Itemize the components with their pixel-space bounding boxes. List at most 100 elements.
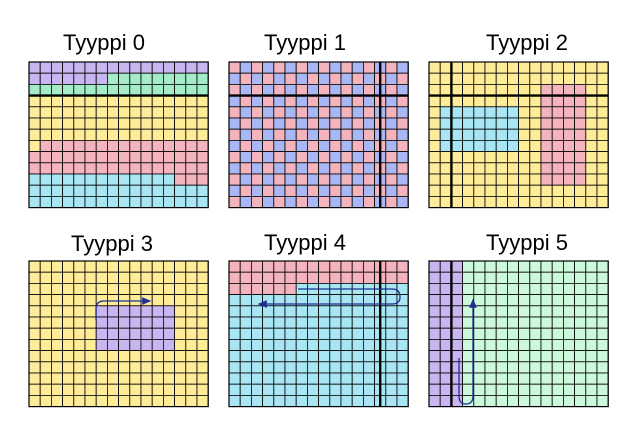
grid-cell [295,338,308,351]
grid-cell [596,383,609,396]
grid-cell [284,184,297,197]
grid-cell [39,84,52,97]
grid-cell [506,72,519,85]
grid-cell [273,173,286,186]
grid-cell [140,361,153,374]
grid-cell [95,173,108,186]
grid-cell [239,394,252,407]
grid-cell [462,282,475,295]
grid-cell [596,173,609,186]
grid-cell [351,128,364,141]
grid-cell [596,151,609,164]
grid-cell [295,151,308,164]
scan-arrow [458,298,477,405]
grid-cell [129,151,142,164]
grid-cell [262,162,275,175]
grid-cell [396,260,409,273]
grid-cell [540,128,553,141]
grid-cell [362,327,375,340]
grid-cell [450,271,463,284]
grid-cell [239,383,252,396]
grid-cell [318,117,331,130]
grid-cell [318,139,331,152]
grid-cell [84,162,97,175]
grid-cell [39,305,52,318]
grid-cell [340,184,353,197]
grid-cell [450,282,463,295]
grid-cell [51,305,64,318]
grid-cell [450,383,463,396]
grid-cell [295,173,308,186]
grid-cell [162,372,175,385]
grid-cell [484,294,497,307]
grid-cell [529,260,542,273]
grid-cell [118,95,131,108]
grid-cell [239,372,252,385]
grid-cell [462,316,475,329]
grid-cell [107,173,120,186]
panel-title-0: Tyyppi 0 [63,30,145,55]
grid-cell [118,361,131,374]
grid-cell [250,271,263,284]
grid-cell [262,350,275,363]
grid-cell [62,162,75,175]
grid-cell [529,372,542,385]
grid-cell [574,151,587,164]
grid-cell [39,139,52,152]
grid-cell [262,117,275,130]
grid-cell [273,338,286,351]
grid-cell [284,72,297,85]
grid-cell [596,394,609,407]
grid-cell [118,139,131,152]
grid-cell [462,128,475,141]
grid-cell [151,117,164,130]
grid-cell [529,184,542,197]
grid-cell [107,260,120,273]
grid-cell [529,106,542,119]
grid-cell [84,372,97,385]
grid-cell [129,106,142,119]
grid-cell [574,383,587,396]
grid-cell [185,327,198,340]
grid-cell [185,372,198,385]
grid-cell [62,260,75,273]
grid-cell [228,350,241,363]
grid-cell [151,72,164,85]
grid-cell [551,117,564,130]
grid-cell [340,139,353,152]
grid-cell [362,173,375,186]
grid-cell [585,338,598,351]
grid-cell [396,95,409,108]
grid-cell [351,361,364,374]
grid-cell [107,338,120,351]
grid-cell [262,316,275,329]
grid-cell [596,338,609,351]
grid-cell [118,282,131,295]
grid-cell [385,327,398,340]
grid-cell [129,271,142,284]
grid-cell [506,271,519,284]
grid-cell [107,184,120,197]
grid-cell [162,84,175,97]
grid-cell [506,305,519,318]
grid-cell [228,361,241,374]
grid-cell [540,394,553,407]
grid-cell [174,72,187,85]
grid-cell [239,294,252,307]
grid-cell [396,294,409,307]
grid-cell [250,84,263,97]
grid-cell [473,327,486,340]
grid-cell [185,294,198,307]
grid-cell [439,260,452,273]
grid-cell [151,338,164,351]
grid-cell [306,106,319,119]
grid-cell [118,383,131,396]
grid-cell [196,260,209,273]
grid-cell [174,316,187,329]
grid-cell [250,260,263,273]
grid-cell [362,162,375,175]
grid-cell [162,117,175,130]
grid-cell [250,117,263,130]
grid-cell [329,162,342,175]
grid-cell [62,361,75,374]
